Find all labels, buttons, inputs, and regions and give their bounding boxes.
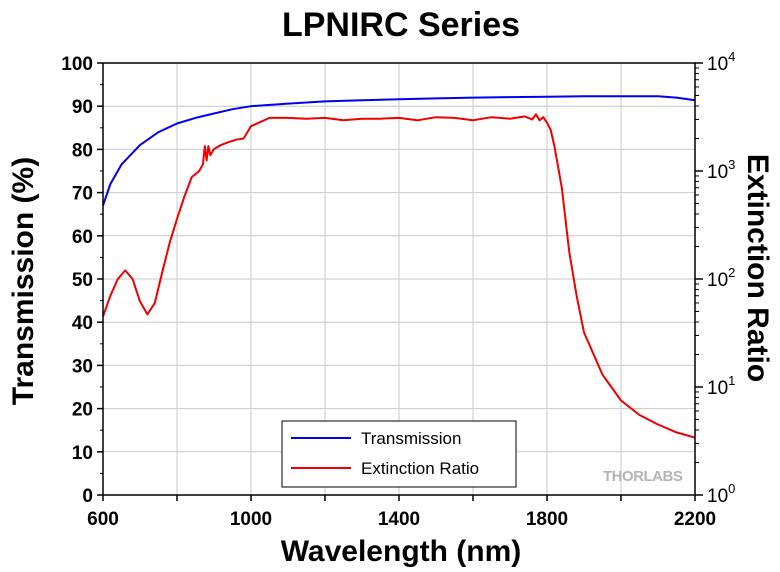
x-tick-label: 1000 <box>230 509 272 530</box>
y-left-tick-label: 0 <box>82 486 93 507</box>
y-left-tick-label: 10 <box>72 443 93 464</box>
legend: Transmission Extinction Ratio <box>281 420 517 488</box>
y-right-tick-label: 101 <box>707 373 735 399</box>
grid <box>103 63 695 495</box>
y-left-tick-label: 50 <box>72 270 93 291</box>
y-left-tick-label: 40 <box>72 313 93 334</box>
y-left-tick-label: 20 <box>72 400 93 421</box>
x-tick-label: 1400 <box>378 509 420 530</box>
x-tick-label: 1800 <box>526 509 568 530</box>
y-right-tick-label: 103 <box>707 157 735 183</box>
legend-label-extinction-ratio: Extinction Ratio <box>361 459 479 478</box>
y-left-tick-label: 80 <box>72 140 93 161</box>
y-right-axis-title: Extinction Ratio <box>741 154 774 382</box>
y-left-tick-label: 30 <box>72 356 93 377</box>
legend-label-transmission: Transmission <box>361 429 461 448</box>
ticks: 600 1000 1400 1800 2200 0 10 20 30 40 50 60 70 80 90 10… <box>61 49 735 530</box>
chart-title: LPNIRC Series <box>282 6 520 44</box>
y-right-tick-label: 102 <box>707 265 735 291</box>
y-left-tick-label: 100 <box>61 54 93 75</box>
y-right-tick-label: 104 <box>707 49 735 75</box>
thorlabs-logo: THORLABS <box>603 468 683 485</box>
x-tick-label: 2200 <box>674 509 716 530</box>
y-left-tick-label: 60 <box>72 227 93 248</box>
y-left-axis-title: Transmission (%) <box>7 157 40 405</box>
legend-box <box>281 420 517 488</box>
y-left-tick-label: 70 <box>72 184 93 205</box>
y-left-tick-label: 90 <box>72 97 93 118</box>
x-axis-title: Wavelength (nm) <box>281 535 522 568</box>
y-right-tick-label: 100 <box>707 481 735 507</box>
series-line-transmission <box>102 95 696 206</box>
series-layer <box>102 95 696 439</box>
x-tick-label: 600 <box>87 509 119 530</box>
series-line-extinction-ratio <box>102 113 696 439</box>
